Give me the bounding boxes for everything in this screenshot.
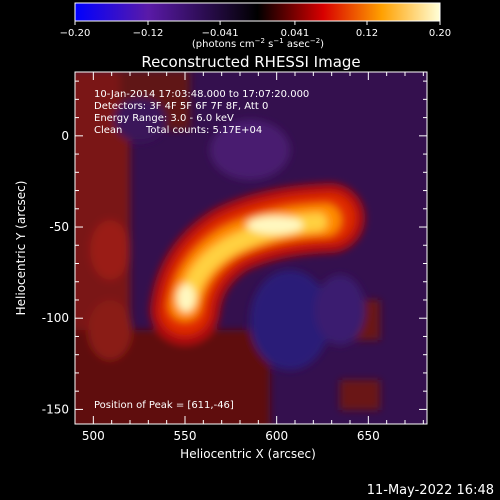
y-tick-label: -50: [49, 220, 69, 234]
colorbar-tick-label: −0.20: [60, 28, 91, 39]
footer-date: 11-May-2022 16:48: [367, 483, 494, 498]
annotation-time: 10-Jan-2014 17:03:48.000 to 17:07:20.000: [94, 89, 309, 100]
y-axis-label: Heliocentric Y (arcsec): [14, 181, 28, 316]
x-tick-label: 650: [357, 429, 380, 443]
x-tick-label: 500: [82, 429, 105, 443]
annotation-energy: Energy Range: 3.0 - 6.0 keV: [94, 113, 234, 124]
colorbar: −0.20 −0.12 −0.041 0.041 0.12 0.20 (photons c…: [60, 2, 451, 50]
colorbar-tick-label: 0.12: [356, 28, 378, 39]
annotations: 10-Jan-2014 17:03:48.000 to 17:07:20.000…: [94, 89, 309, 411]
annotation-detectors: Detectors: 3F 4F 5F 6F 7F 8F, Att 0: [94, 101, 268, 112]
colorbar-tick-label: −0.041: [202, 28, 239, 39]
colorbar-gradient: [74, 2, 441, 22]
colorbar-tick-label: 0.20: [429, 28, 451, 39]
chart-title: Reconstructed RHESSI Image: [141, 53, 360, 71]
x-tick-label: 600: [265, 429, 288, 443]
colorbar-units: (photons cm−2 s−1 asec−2): [192, 37, 324, 50]
x-tick-label: 550: [174, 429, 197, 443]
annotation-clean: Clean: [94, 125, 122, 136]
plot-frame: [74, 71, 428, 425]
heatmap-image: [75, 72, 427, 424]
y-tick-label: -100: [42, 311, 69, 325]
annotation-total-counts: Total counts: 5.17E+04: [145, 125, 262, 136]
colorbar-tick-label: −0.12: [133, 28, 164, 39]
y-tick-label: -150: [42, 402, 69, 416]
y-tick-label: 0: [61, 129, 69, 143]
annotation-peak: Position of Peak = [611,-46]: [94, 400, 234, 411]
x-axis-label: Heliocentric X (arcsec): [180, 447, 316, 461]
colorbar-ticks: −0.20 −0.12 −0.041 0.041 0.12 0.20: [60, 21, 451, 39]
colorbar-tick-label: 0.041: [281, 28, 310, 39]
axis-ticks: 500 550 600 650 0 -50 -100 -150: [42, 72, 427, 443]
